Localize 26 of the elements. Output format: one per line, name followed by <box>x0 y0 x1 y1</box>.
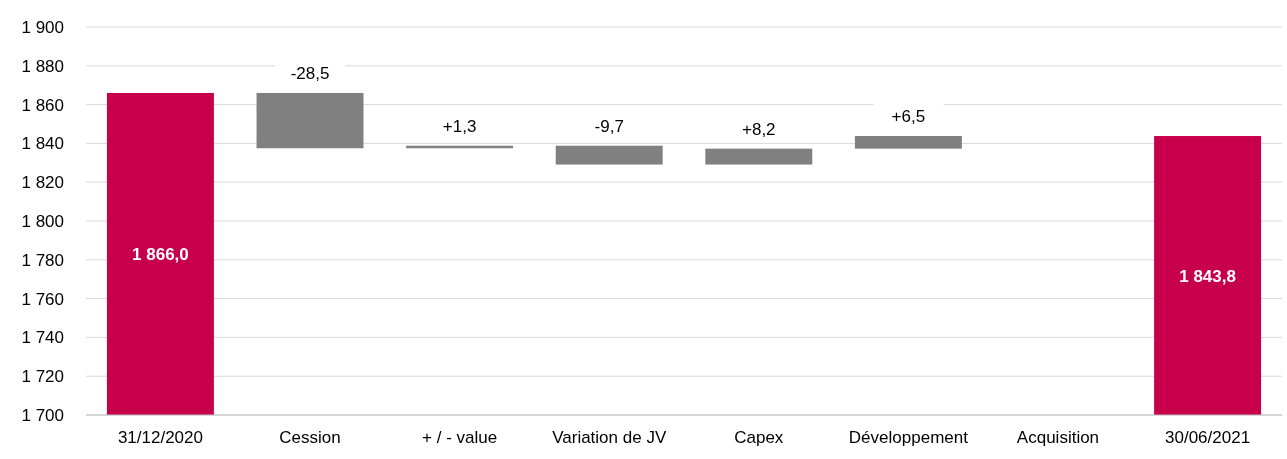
x-tick-label: Variation de JV <box>552 428 667 447</box>
y-tick-label: 1 880 <box>21 56 64 76</box>
y-tick-label: 1 780 <box>21 250 64 270</box>
y-tick-label: 1 840 <box>21 134 64 154</box>
data-label: -28,5 <box>290 63 330 83</box>
x-tick-label: Acquisition <box>1016 428 1100 447</box>
y-tick-label: 1 720 <box>21 367 64 387</box>
x-tick-label: Cession <box>279 428 341 447</box>
data-label: +1,3 <box>442 116 477 136</box>
x-tick-label: 30/06/2021 <box>1165 428 1251 447</box>
data-label: 1 843,8 <box>1179 266 1236 286</box>
y-tick-label: 1 700 <box>21 406 64 425</box>
y-tick-label: 1 860 <box>21 95 64 115</box>
y-tick-label: 1 800 <box>21 212 64 231</box>
y-tick-label: 1 760 <box>21 289 64 309</box>
x-tick-label: Développement <box>848 428 969 447</box>
x-tick-label: Capex <box>734 428 784 447</box>
data-label: +6,5 <box>891 107 926 127</box>
x-tick-label: 31/12/2020 <box>117 428 203 447</box>
x-tick-label: + / - value <box>422 428 498 447</box>
data-label: 1 866,0 <box>132 244 189 264</box>
data-label: +8,2 <box>742 119 776 139</box>
y-tick-label: 1 740 <box>21 328 64 348</box>
data-label: -9,7 <box>594 116 624 136</box>
y-tick-label: 1 900 <box>21 18 64 37</box>
y-tick-label: 1 820 <box>21 173 64 193</box>
